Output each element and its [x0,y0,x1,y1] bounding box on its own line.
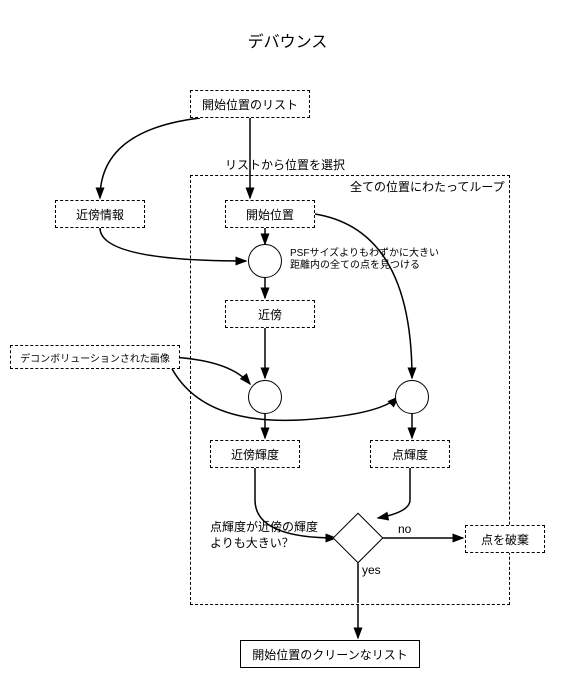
node-neighbor-lum: 近傍輝度 [210,440,300,468]
node-label: 開始位置 [246,206,294,223]
node-label: デコンボリューションされた画像 [20,350,170,365]
node-neighbor: 近傍 [225,300,315,328]
node-label: 近傍情報 [76,206,124,223]
node-discard: 点を破棄 [465,525,545,553]
connector-c1 [248,244,282,278]
label-yes: yes [362,563,381,577]
node-label: 近傍輝度 [231,446,279,463]
node-label: 点を破棄 [481,531,529,548]
node-label: 近傍 [258,306,282,323]
label-find-points: PSFサイズよりもわずかに大きい 距離内の全ての点を見つける [290,248,439,272]
connector-c3 [395,380,429,414]
node-start-list: 開始位置のリスト [190,90,310,118]
node-label: 開始位置のリスト [202,96,298,113]
label-select-from-list: リストから位置を選択 [225,156,345,173]
label-loop-all: 全ての位置にわたってループ [350,178,505,195]
node-label: 開始位置のクリーンなリスト [252,646,407,663]
node-start-pos: 開始位置 [225,200,315,228]
node-neighbor-info: 近傍情報 [55,200,145,228]
label-no: no [398,522,411,536]
node-clean-list: 開始位置のクリーンなリスト [240,640,420,668]
label-question: 点輝度が近傍の輝度 よりも大きい？ [210,520,318,551]
connector-c2 [248,380,282,414]
node-deconv: デコンボリューションされた画像 [10,345,180,369]
node-label: 点輝度 [392,446,428,463]
node-point-lum: 点輝度 [370,440,450,468]
